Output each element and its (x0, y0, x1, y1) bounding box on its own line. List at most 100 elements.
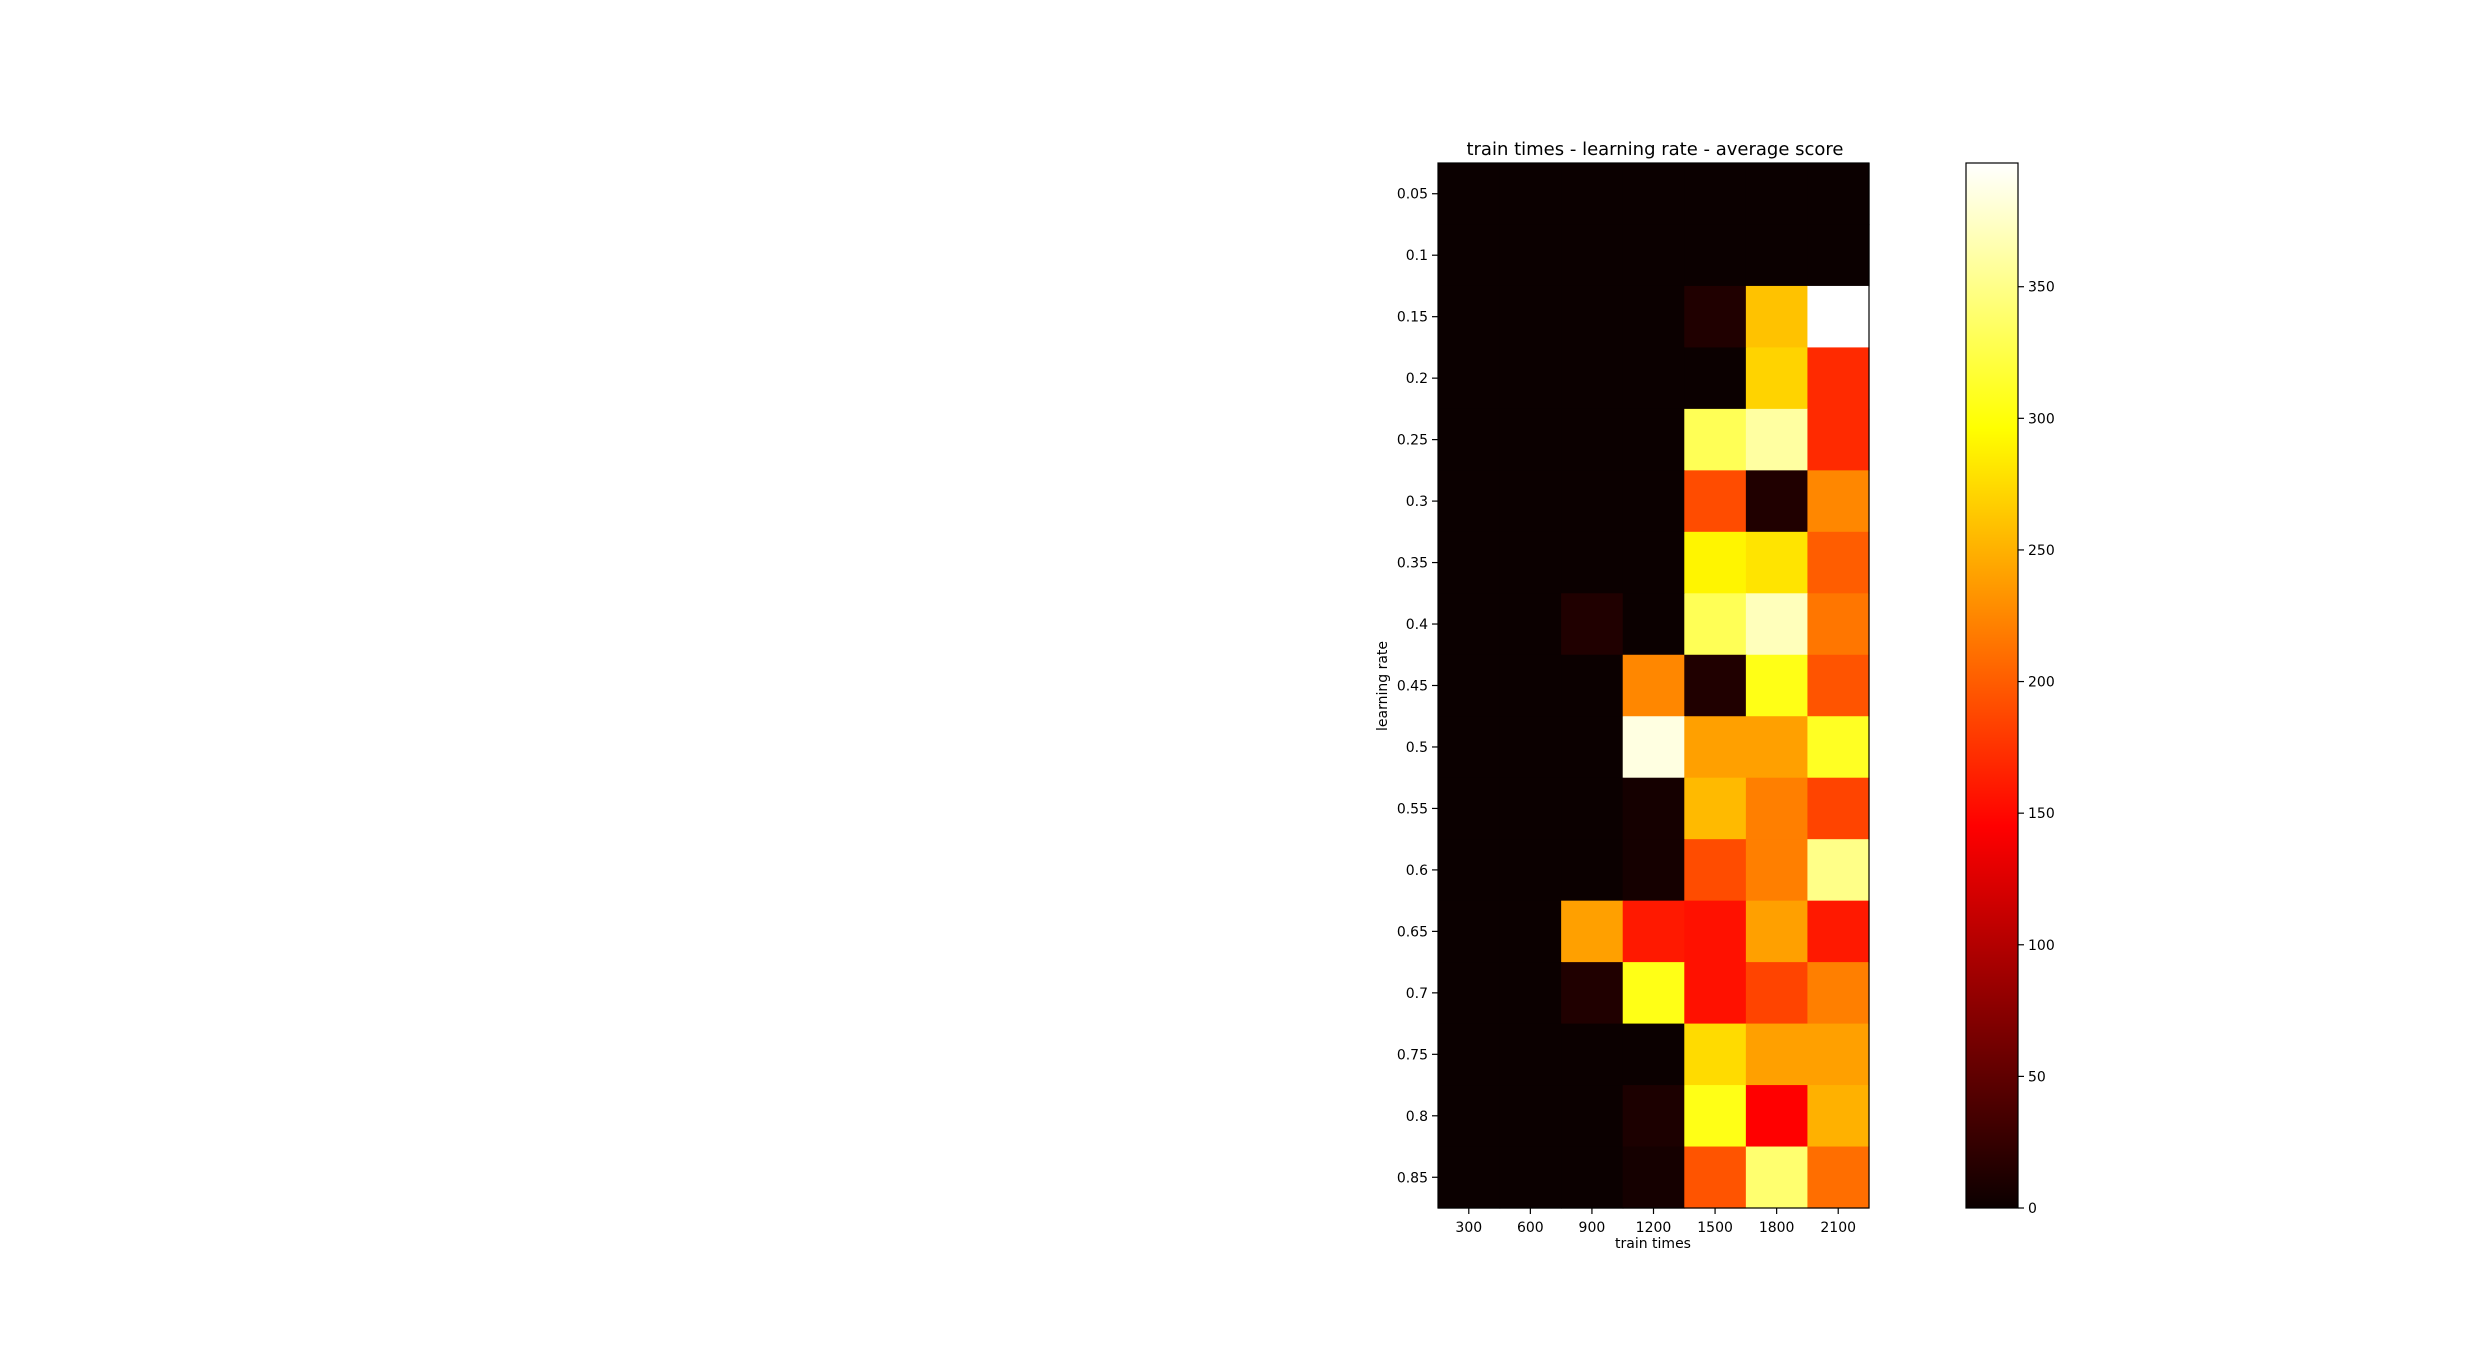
heatmap-cell (1438, 654, 1501, 717)
heatmap-cell (1561, 285, 1624, 349)
heatmap-cell (1622, 716, 1685, 779)
heatmap-cell (1684, 224, 1747, 287)
heatmap-cell (1622, 1085, 1685, 1148)
y-tick-label: 0.3 (1406, 494, 1428, 510)
heatmap-cell (1684, 593, 1747, 656)
heatmap-cell (1684, 839, 1747, 902)
heatmap-cell (1745, 531, 1809, 594)
colorbar-tick-label: 150 (2028, 806, 2055, 822)
y-tick-label: 0.15 (1397, 310, 1428, 326)
y-tick-label: 0.1 (1406, 248, 1428, 264)
heatmap-cell (1622, 777, 1685, 840)
heatmap-cell (1684, 1023, 1747, 1086)
heatmap-cell (1684, 962, 1747, 1025)
x-tick-label: 1500 (1697, 1220, 1733, 1236)
heatmap-cell (1745, 285, 1809, 349)
heatmap-cell (1807, 163, 1870, 226)
heatmap-cell (1807, 593, 1870, 656)
y-axis-ticks: 0.05 0.1 0.15 0.2 0.25 0.3 0.35 0.4 0.45 0.5 0.55 0… (1397, 187, 1438, 1186)
heatmap-cell (1684, 654, 1747, 717)
colorbar-tick-label: 100 (2028, 938, 2055, 954)
heatmap-cell (1745, 777, 1809, 840)
heatmap-cell (1499, 224, 1562, 287)
heatmap-cell (1499, 1023, 1562, 1086)
heatmap-cell (1561, 716, 1624, 779)
heatmap-cell (1684, 163, 1747, 226)
y-tick-label: 0.45 (1397, 679, 1428, 695)
y-tick-label: 0.2 (1406, 371, 1428, 387)
y-tick-label: 0.5 (1406, 740, 1428, 756)
heatmap-cell (1499, 163, 1562, 226)
heatmap-cell (1807, 1146, 1870, 1209)
heatmap-cell (1807, 777, 1870, 840)
heatmap-cell (1745, 1146, 1809, 1209)
heatmap-cell (1807, 1085, 1870, 1148)
heatmap-cell (1745, 654, 1809, 717)
heatmap-cell (1807, 347, 1870, 410)
heatmap-cell (1499, 654, 1562, 717)
heatmap-cell (1438, 962, 1501, 1025)
heatmap-cell (1684, 1146, 1747, 1209)
heatmap-cell (1561, 654, 1624, 717)
heatmap-cell (1561, 470, 1624, 533)
heatmap-cell (1561, 593, 1624, 656)
heatmap-cell (1745, 839, 1809, 902)
heatmap-cell (1745, 716, 1809, 779)
y-tick-label: 0.65 (1397, 924, 1428, 940)
heatmap-cell (1561, 224, 1624, 287)
heatmap-cell (1807, 531, 1870, 594)
heatmap-cell (1438, 470, 1501, 533)
colorbar-ticks: 0 50 100 150 200 250 300 350 (2018, 280, 2055, 1217)
colorbar-tick-label: 250 (2028, 543, 2055, 559)
heatmap-cell (1438, 716, 1501, 779)
y-tick-label: 0.8 (1406, 1109, 1428, 1125)
heatmap-cell (1807, 470, 1870, 533)
heatmap-cell (1745, 900, 1809, 963)
heatmap-cell (1622, 593, 1685, 656)
heatmap-cell (1622, 163, 1685, 226)
y-tick-label: 0.05 (1397, 187, 1428, 203)
heatmap-cell (1561, 839, 1624, 902)
heatmap-cell (1438, 224, 1501, 287)
heatmap-cell (1561, 777, 1624, 840)
heatmap-cell (1499, 900, 1562, 963)
heatmap-cell (1807, 1023, 1870, 1086)
heatmap-cell (1622, 531, 1685, 594)
y-tick-label: 0.35 (1397, 556, 1428, 572)
heatmap-cell (1438, 531, 1501, 594)
heatmap-cell (1745, 1085, 1809, 1148)
heatmap-cell (1561, 962, 1624, 1025)
x-tick-label: 300 (1455, 1220, 1482, 1236)
y-tick-label: 0.55 (1397, 801, 1428, 817)
heatmap-cell (1622, 962, 1685, 1025)
heatmap-cell (1499, 716, 1562, 779)
heatmap-cell (1438, 1146, 1501, 1209)
heatmap-cell (1499, 408, 1562, 471)
heatmap-cell (1561, 1023, 1624, 1086)
heatmap-cell (1561, 408, 1624, 471)
heatmap-cell (1561, 1085, 1624, 1148)
heatmap-cell (1438, 777, 1501, 840)
x-tick-label: 1800 (1759, 1220, 1795, 1236)
y-tick-label: 0.75 (1397, 1047, 1428, 1063)
heatmap-cells (1438, 163, 1870, 1209)
colorbar-tick-label: 50 (2028, 1069, 2046, 1085)
y-tick-label: 0.25 (1397, 433, 1428, 449)
heatmap-cell (1745, 593, 1809, 656)
colorbar-tick-label: 200 (2028, 675, 2055, 691)
heatmap-cell (1438, 408, 1501, 471)
heatmap-cell (1684, 470, 1747, 533)
colorbar (1965, 162, 2019, 1209)
x-tick-label: 600 (1517, 1220, 1544, 1236)
heatmap-cell (1807, 716, 1870, 779)
heatmap-cell (1438, 593, 1501, 656)
heatmap-cell (1622, 347, 1685, 410)
heatmap-cell (1438, 1085, 1501, 1148)
x-axis-ticks: 300 600 900 1200 1500 1800 2100 (1455, 1208, 1856, 1236)
heatmap-cell (1499, 593, 1562, 656)
heatmap-cell (1622, 224, 1685, 287)
heatmap-cell (1807, 839, 1870, 902)
heatmap-cell (1499, 531, 1562, 594)
heatmap-cell (1745, 1023, 1809, 1086)
